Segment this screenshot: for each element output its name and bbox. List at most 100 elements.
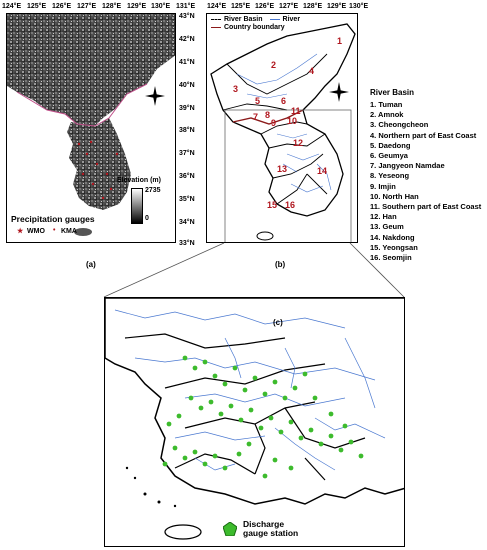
basin-number: 1 — [337, 36, 343, 46]
elevation-colorbar — [131, 188, 143, 224]
lon-tick: 125°E — [27, 3, 47, 10]
lon-tick: 126°E — [52, 3, 72, 10]
lat-tick: 35°N — [179, 196, 195, 203]
lon-tick: 129°E — [327, 3, 347, 10]
basin-legend-item: 11. Southern part of East Coast — [370, 202, 482, 212]
lat-tick: 33°N — [179, 240, 195, 247]
river-basin-map: River Basin River Country boundary 1 2 3… — [206, 13, 358, 243]
land-outline — [105, 298, 404, 505]
basin-number: 2 — [271, 60, 277, 70]
jeju-outline-c — [164, 524, 202, 540]
basin-legend-item: 14. Nakdong — [370, 232, 415, 242]
basin-number: 11 — [291, 106, 301, 116]
elevation-max: 2735 — [145, 187, 161, 194]
river-basin-swatch — [211, 19, 221, 20]
lon-tick: 129°E — [127, 3, 147, 10]
jeju-island — [74, 228, 92, 236]
zoom-box — [224, 109, 352, 242]
basin-number: 8 — [265, 110, 271, 120]
basin-boundaries — [222, 53, 328, 205]
lon-tick: 125°E — [231, 3, 251, 10]
discharge-line2: gauge station — [243, 528, 299, 538]
lon-tick: 127°E — [279, 3, 299, 10]
basin-legend: River Basin 1. Tuman 2. Amnok 3. Cheongc… — [370, 88, 481, 263]
jeju-outline — [256, 231, 274, 241]
basin-legend-item: 15. Yeongsan — [370, 242, 418, 252]
lon-tick: 124°E — [207, 3, 227, 10]
lat-tick: 42°N — [179, 36, 195, 43]
basin-legend-title: River Basin — [370, 88, 415, 97]
basin-legend-item: 13. Geum — [370, 222, 404, 232]
panel-b-label: (b) — [275, 260, 286, 269]
panel-c-svg — [105, 298, 404, 540]
basin-number: 14 — [317, 166, 328, 176]
kma-marker-icon: • — [53, 227, 56, 234]
basin-number: 7 — [253, 112, 259, 122]
lat-tick: 43°N — [179, 13, 195, 20]
lat-tick: 34°N — [179, 219, 195, 226]
basin-legend-item: 12. Han — [370, 212, 397, 222]
lat-tick: 39°N — [179, 105, 195, 112]
lat-tick: 40°N — [179, 82, 195, 89]
elevation-title: Elevation (m) — [117, 177, 161, 184]
lon-tick: 131°E — [176, 3, 196, 10]
basin-number: 6 — [281, 96, 287, 106]
basin-legend-item: 16. Seomjin — [370, 253, 412, 263]
lat-tick: 41°N — [179, 59, 195, 66]
elevation-map-svg — [7, 14, 175, 236]
basin-legend-item: 1. Tuman — [370, 100, 403, 109]
legend-river-basin: River Basin — [224, 16, 263, 23]
basin-number: 16 — [285, 200, 296, 210]
river-swatch — [269, 19, 280, 20]
lon-tick: 130°E — [349, 3, 369, 10]
discharge-stations — [162, 355, 364, 479]
islands — [125, 466, 177, 508]
north-arrow-b-icon — [329, 82, 349, 102]
country-swatch — [211, 27, 221, 28]
lon-tick: 128°E — [303, 3, 323, 10]
basin-legend-item: 10. North Han — [370, 191, 419, 201]
peninsula — [67, 118, 131, 210]
basin-legend-item: 6. Geumya — [370, 151, 408, 161]
discharge-gauge-icon — [223, 522, 237, 536]
gauge-wmo: WMO — [27, 228, 45, 235]
lon-tick: 127°E — [77, 3, 97, 10]
panel-c-label: (c) — [273, 318, 283, 327]
basin-legend-item: 5. Daedong — [370, 140, 411, 150]
discharge-legend: Discharge gauge station — [223, 520, 298, 538]
lat-tick: 36°N — [179, 173, 195, 180]
basin-legend-item: 7. Jangyeon Namdae — [370, 161, 445, 171]
gauges-title: Precipitation gauges — [11, 214, 95, 224]
legend-river: River — [282, 16, 301, 23]
lat-tick: 37°N — [179, 150, 195, 157]
panel-c-map: (c) Discharge gauge station — [104, 297, 405, 547]
basin-number: 4 — [309, 66, 315, 76]
gauge-markers — [77, 140, 119, 200]
legend-country: Country boundary — [224, 24, 285, 31]
basin-legend-item: 8. Yeseong — [370, 171, 410, 181]
river-basin-svg — [210, 23, 356, 242]
river-network-c — [114, 309, 386, 471]
lat-tick: 38°N — [179, 127, 195, 134]
basin-number: 13 — [277, 164, 288, 174]
north-arrow-icon — [145, 86, 165, 106]
country-boundary — [232, 109, 304, 125]
basin-number: 12 — [293, 138, 304, 148]
lon-tick: 128°E — [102, 3, 122, 10]
panel-b-legend: River Basin River Country boundary — [211, 16, 300, 31]
panel-a-label: (a) — [86, 260, 96, 269]
basin-number: 15 — [267, 200, 278, 210]
gauge-kma: KMA — [61, 228, 77, 235]
north-landmass — [7, 14, 175, 126]
river-lines — [236, 53, 332, 193]
elevation-min: 0 — [145, 215, 149, 222]
basin-number: 3 — [233, 84, 239, 94]
basin-legend-item: 4. Northern part of East Coast — [370, 130, 477, 140]
lon-tick: 124°E — [2, 3, 22, 10]
elevation-map: Elevation (m) 2735 0 Precipitation gauge… — [6, 13, 176, 243]
basin-number: 10 — [287, 116, 298, 126]
wmo-marker-icon: ★ — [17, 228, 24, 235]
basin-legend-item: 3. Cheongcheon — [370, 120, 429, 130]
basin-number: 5 — [255, 96, 261, 106]
